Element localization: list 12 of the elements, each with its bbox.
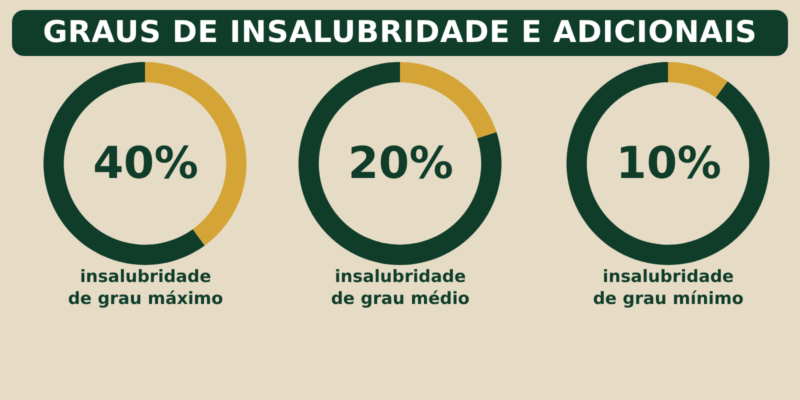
text: insalubridade de grau médio — [331, 267, 470, 310]
donut-slice — [566, 62, 770, 265]
text: 20% — [348, 138, 454, 189]
donut-slice — [44, 62, 205, 265]
text: insalubridade de grau mínimo — [593, 267, 744, 310]
text: 40% — [93, 138, 198, 189]
text: 10% — [616, 138, 722, 189]
donut-slice — [298, 62, 502, 265]
donut-slice — [668, 62, 728, 98]
donut-slice — [400, 62, 497, 138]
text: insalubridade de grau máximo — [68, 267, 224, 310]
text: GRAUS DE INSALUBRIDADE E ADICIONAIS — [12, 10, 788, 56]
